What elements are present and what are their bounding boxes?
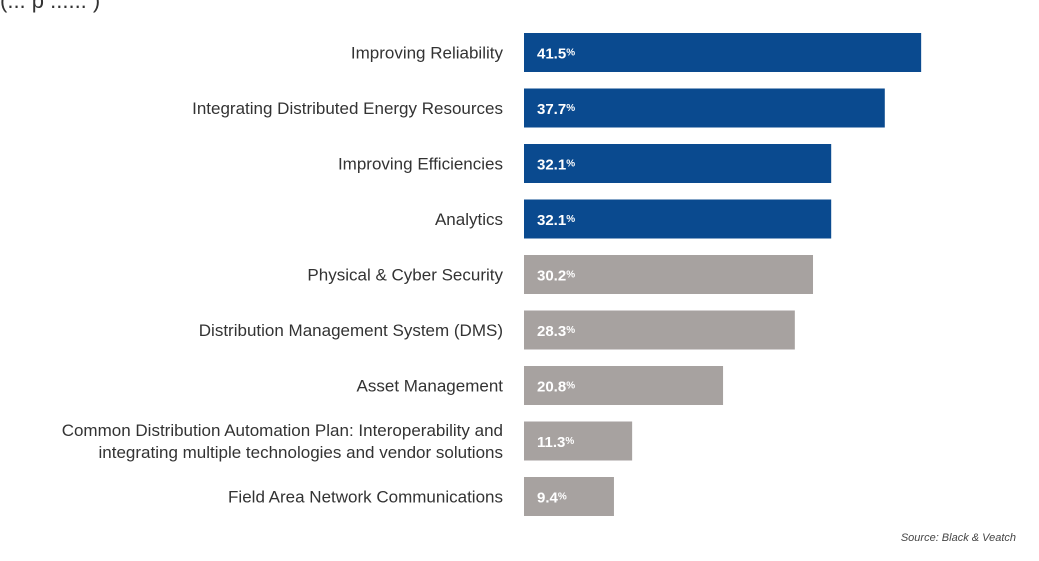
bar-7 (524, 421, 633, 461)
value-label-3: 32.1% (537, 212, 575, 229)
bar-4 (524, 255, 814, 294)
bar-0 (524, 33, 922, 72)
value-label-1: 37.7% (537, 101, 575, 118)
bar-3 (524, 199, 832, 239)
value-label-4: 30.2% (537, 268, 575, 285)
source-note: Source: Black & Veatch (900, 532, 1016, 544)
bar-1 (524, 88, 885, 128)
bars-layer (524, 33, 922, 516)
category-label-4: Physical & Cyber Security (307, 266, 503, 285)
category-label-7-line-0: Common Distribution Automation Plan: Int… (62, 421, 503, 440)
category-label-2: Improving Efficiencies (338, 155, 503, 174)
category-label-5: Distribution Management System (DMS) (199, 321, 503, 340)
value-label-7: 11.3% (537, 434, 574, 451)
bar-2 (524, 144, 832, 183)
title-fragment: (... p ...... ) (0, 0, 101, 13)
value-label-2: 32.1% (537, 157, 575, 174)
bar-6 (524, 366, 724, 405)
category-label-7-line-1: integrating multiple technologies and ve… (99, 443, 503, 462)
value-label-0: 41.5% (537, 46, 575, 63)
category-label-3: Analytics (435, 210, 503, 229)
bar-8 (524, 477, 614, 516)
category-label-8: Field Area Network Communications (228, 488, 503, 507)
category-label-6: Asset Management (357, 377, 504, 396)
value-labels: 41.5% 37.7% 32.1% 32.1% 30.2% 28.3% 20.8% 11.3%… (537, 46, 575, 507)
category-label-1: Integrating Distributed Energy Resources (192, 99, 503, 118)
value-label-6: 20.8% (537, 379, 575, 396)
category-label-0: Improving Reliability (351, 44, 504, 63)
bar-5 (524, 310, 795, 350)
value-label-5: 28.3% (537, 323, 575, 340)
value-label-8: 9.4% (537, 490, 567, 507)
category-labels: Improving Reliability Integrating Distrib… (62, 44, 504, 507)
